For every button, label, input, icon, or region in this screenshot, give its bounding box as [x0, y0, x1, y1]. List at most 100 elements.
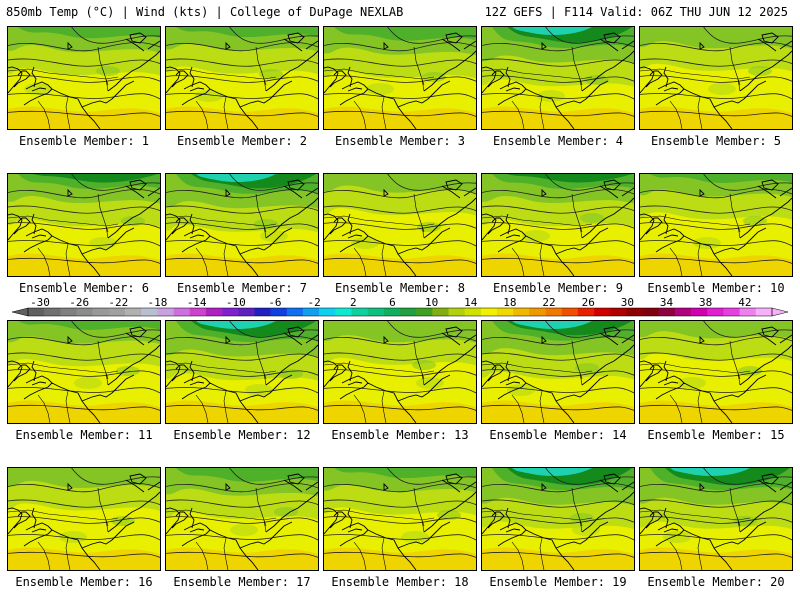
colorbar-swatch: [44, 308, 61, 316]
ensemble-map-panel: [7, 26, 161, 130]
colorbar-swatch: [529, 308, 546, 316]
ensemble-member-label: Ensemble Member: 17: [173, 575, 311, 589]
temperature-map: [482, 174, 634, 276]
temperature-map: [324, 27, 476, 129]
ensemble-member-label: Ensemble Member: 19: [489, 575, 627, 589]
colorbar-tick-label: -2: [307, 296, 320, 309]
colorbar-swatch: [92, 308, 110, 316]
ensemble-member-label: Ensemble Member: 20: [647, 575, 785, 589]
temperature-map: [166, 27, 318, 129]
colorbar-swatch: [755, 308, 773, 316]
ensemble-member-label: Ensemble Member: 8: [334, 281, 466, 295]
ensemble-member-label: Ensemble Member: 5: [650, 134, 782, 148]
colorbar-tick-label: -10: [226, 296, 246, 309]
ensemble-member-label: Ensemble Member: 6: [18, 281, 150, 295]
colorbar-swatch: [125, 308, 142, 316]
colorbar-swatch: [319, 308, 336, 316]
colorbar-swatch: [416, 308, 433, 316]
colorbar-tick-label: 38: [699, 296, 712, 309]
colorbar-swatch: [222, 308, 239, 316]
ensemble-member-label: Ensemble Member: 13: [331, 428, 469, 442]
colorbar-tick-label: 18: [503, 296, 516, 309]
colorbar-swatch: [739, 308, 757, 316]
colorbar-swatch: [674, 308, 692, 316]
colorbar-swatch: [60, 308, 77, 316]
temperature-map: [640, 321, 792, 423]
temperature-map: [482, 468, 634, 570]
colorbar-swatch: [141, 308, 158, 316]
colorbar-swatch: [561, 308, 579, 316]
colorbar-swatch: [367, 308, 385, 316]
colorbar-swatch: [351, 308, 368, 316]
colorbar-tick-label: 42: [738, 296, 751, 309]
colorbar-tick-label: 14: [464, 296, 478, 309]
ensemble-map-panel: [323, 320, 477, 424]
colorbar-tick-label: 6: [389, 296, 396, 309]
ensemble-member-label: Ensemble Member: 9: [492, 281, 624, 295]
ensemble-member-label: Ensemble Member: 1: [18, 134, 150, 148]
colorbar-swatch: [254, 308, 271, 316]
temperature-map: [640, 27, 792, 129]
temperature-map: [324, 321, 476, 423]
colorbar-swatch: [545, 308, 563, 316]
colorbar-swatch: [497, 308, 514, 316]
temperature-map: [8, 468, 160, 570]
colorbar-swatch: [480, 308, 498, 316]
colorbar-tick-label: -18: [148, 296, 168, 309]
colorbar-swatch: [286, 308, 304, 316]
ensemble-member-label: Ensemble Member: 7: [176, 281, 308, 295]
colorbar-tick-label: -22: [108, 296, 128, 309]
ensemble-map-panel: [7, 320, 161, 424]
colorbar-tick-label: 22: [542, 296, 555, 309]
temperature-map: [482, 321, 634, 423]
colorbar-swatch: [432, 308, 449, 316]
temperature-map: [640, 468, 792, 570]
ensemble-member-label: Ensemble Member: 12: [173, 428, 311, 442]
ensemble-member-label: Ensemble Member: 15: [647, 428, 785, 442]
colorbar-tick-label: 2: [350, 296, 357, 309]
ensemble-map-panel: [639, 173, 793, 277]
ensemble-map-panel: [165, 467, 319, 571]
temperature-map: [482, 27, 634, 129]
colorbar-swatch: [626, 308, 643, 316]
temperature-map: [324, 174, 476, 276]
colorbar-swatch: [238, 308, 255, 316]
colorbar-swatch: [173, 308, 191, 316]
temperature-map: [8, 27, 160, 129]
colorbar-swatch: [76, 308, 93, 316]
ensemble-map-panel: [639, 26, 793, 130]
temperature-colorbar: -30 -26 -22 -18 -14 -10 -6 -2 2 6 10 14 18 22 26 30 34 38…: [11, 296, 789, 317]
ensemble-map-panel: [165, 173, 319, 277]
colorbar-swatch: [448, 308, 465, 316]
colorbar-swatch: [270, 308, 288, 316]
ensemble-map-panel: [323, 173, 477, 277]
colorbar-tick-label: -6: [268, 296, 281, 309]
colorbar-swatch: [610, 308, 627, 316]
ensemble-member-label: Ensemble Member: 11: [15, 428, 153, 442]
colorbar-tick-label: -30: [30, 296, 50, 309]
temperature-map: [166, 321, 318, 423]
colorbar-swatch: [157, 308, 174, 316]
colorbar-tick-label: 26: [582, 296, 595, 309]
ensemble-map-panel: [481, 173, 635, 277]
colorbar-swatch: [723, 308, 740, 316]
colorbar-max-arrow: [771, 307, 789, 317]
ensemble-map-panel: [323, 26, 477, 130]
ensemble-map-panel: [165, 26, 319, 130]
header-run-info: 12Z GEFS | F114 Valid: 06Z THU JUN 12 20…: [484, 5, 788, 19]
colorbar-outline: [27, 307, 773, 317]
ensemble-member-label: Ensemble Member: 18: [331, 575, 469, 589]
colorbar-swatch: [577, 308, 595, 316]
colorbar-swatch: [642, 308, 660, 316]
colorbar-swatch: [189, 308, 207, 316]
colorbar-swatch: [302, 308, 320, 316]
ensemble-member-label: Ensemble Member: 2: [176, 134, 308, 148]
colorbar-swatch: [383, 308, 401, 316]
temperature-map: [8, 174, 160, 276]
ensemble-member-label: Ensemble Member: 16: [15, 575, 153, 589]
colorbar-tick-label: 34: [660, 296, 674, 309]
colorbar-swatch: [594, 308, 611, 316]
colorbar-tick-label: 30: [621, 296, 634, 309]
ensemble-map-panel: [481, 26, 635, 130]
ensemble-member-label: Ensemble Member: 14: [489, 428, 627, 442]
